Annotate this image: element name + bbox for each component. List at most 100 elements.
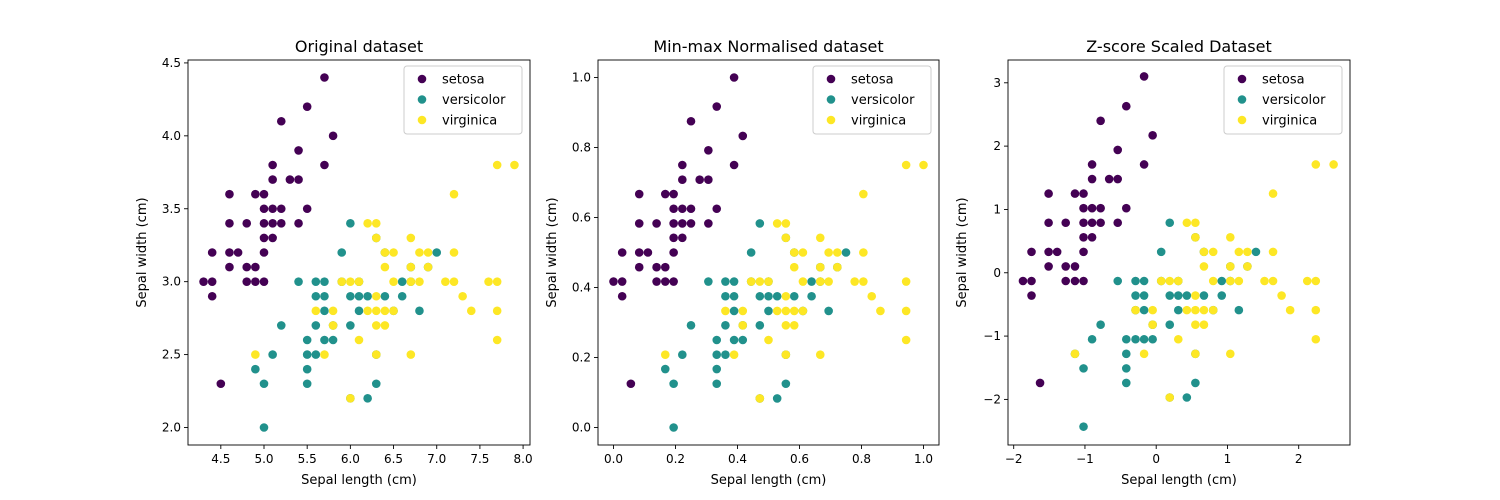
- data-point-setosa: [1061, 218, 1071, 228]
- data-point-setosa: [660, 189, 670, 199]
- data-point-virginica: [415, 248, 424, 257]
- legend-label-virginica: virginica: [442, 114, 497, 129]
- data-point-virginica: [1191, 218, 1200, 228]
- data-point-setosa: [1113, 145, 1123, 155]
- data-point-setosa: [678, 233, 687, 243]
- data-point-setosa: [1018, 276, 1028, 286]
- data-point-versicolor: [738, 335, 748, 345]
- data-point-versicolor: [669, 423, 678, 432]
- legend-marker-setosa: [417, 74, 427, 84]
- data-point-setosa: [268, 160, 277, 170]
- data-point-virginica: [346, 394, 355, 403]
- data-point-virginica: [1191, 233, 1200, 242]
- data-point-virginica: [1226, 233, 1235, 242]
- data-point-virginica: [354, 277, 364, 286]
- x-tick-label: 6.0: [341, 452, 360, 466]
- data-point-virginica: [781, 321, 791, 330]
- data-point-versicolor: [346, 321, 355, 330]
- data-point-versicolor: [363, 394, 372, 403]
- data-point-virginica: [406, 233, 416, 243]
- data-point-virginica: [1226, 276, 1235, 286]
- data-point-versicolor: [1131, 334, 1140, 344]
- data-point-setosa: [1096, 218, 1105, 228]
- data-point-versicolor: [721, 350, 730, 360]
- data-point-versicolor: [354, 291, 364, 301]
- data-point-virginica: [380, 248, 390, 257]
- data-point-versicolor: [841, 248, 851, 257]
- data-point-virginica: [764, 335, 773, 345]
- data-point-virginica: [449, 277, 459, 286]
- data-point-setosa: [669, 248, 678, 257]
- data-point-virginica: [1234, 276, 1244, 286]
- data-point-versicolor: [1139, 305, 1149, 315]
- data-point-virginica: [798, 277, 808, 286]
- data-point-setosa: [1121, 203, 1131, 213]
- data-point-virginica: [371, 350, 381, 359]
- data-point-versicolor: [1121, 378, 1131, 388]
- data-point-virginica: [781, 306, 791, 316]
- x-tick-label: 7.5: [470, 452, 489, 466]
- data-point-setosa: [1044, 247, 1053, 257]
- data-point-virginica: [738, 321, 748, 330]
- data-point-setosa: [1044, 189, 1053, 198]
- data-point-virginica: [781, 291, 791, 301]
- data-point-virginica: [328, 306, 338, 316]
- data-point-setosa: [207, 248, 217, 257]
- data-point-virginica: [441, 277, 450, 286]
- chart-panel-1: 4.5 5.0 5.5 6.0 6.5 7.0 7.5 8.0 2.0 2.5 3.0 3.5 4.0 4…: [135, 37, 533, 488]
- data-point-virginica: [660, 350, 670, 360]
- x-tick-label: 0.6: [790, 452, 809, 466]
- data-point-versicolor: [781, 379, 791, 389]
- data-point-setosa: [1079, 203, 1088, 213]
- data-point-virginica: [781, 233, 791, 243]
- data-point-setosa: [729, 73, 739, 82]
- data-point-virginica: [371, 233, 381, 243]
- data-point-virginica: [1165, 276, 1175, 286]
- x-tick-label: 7.0: [427, 452, 446, 466]
- data-point-setosa: [242, 262, 252, 272]
- data-point-virginica: [423, 248, 433, 257]
- legend-label-setosa: setosa: [1262, 73, 1305, 88]
- data-point-setosa: [268, 219, 277, 228]
- data-point-setosa: [320, 73, 329, 82]
- data-point-setosa: [1087, 160, 1097, 169]
- data-point-versicolor: [772, 291, 782, 301]
- data-point-virginica: [346, 277, 355, 286]
- data-point-setosa: [1061, 262, 1071, 271]
- data-point-versicolor: [764, 291, 773, 301]
- y-tick-label: 0.2: [572, 351, 591, 365]
- data-point-versicolor: [302, 335, 312, 345]
- x-tick-label: 0.8: [852, 452, 871, 466]
- data-point-setosa: [225, 189, 234, 199]
- data-point-virginica: [415, 277, 424, 286]
- data-point-versicolor: [311, 291, 321, 301]
- data-point-setosa: [617, 291, 627, 301]
- data-point-versicolor: [1087, 334, 1097, 344]
- data-point-virginica: [1311, 305, 1321, 315]
- data-point-setosa: [1104, 174, 1114, 184]
- data-point-versicolor: [772, 394, 782, 403]
- legend-label-virginica: virginica: [851, 114, 906, 129]
- x-tick-label: 0: [1152, 452, 1160, 466]
- data-point-versicolor: [328, 335, 338, 345]
- data-point-versicolor: [1165, 291, 1175, 300]
- data-point-versicolor: [371, 379, 381, 389]
- data-point-versicolor: [397, 291, 407, 301]
- data-point-virginica: [755, 277, 765, 286]
- data-point-versicolor: [432, 248, 442, 257]
- data-point-setosa: [686, 204, 696, 214]
- y-tick-label: 3.0: [162, 275, 181, 289]
- data-point-versicolor: [1217, 276, 1227, 286]
- data-point-setosa: [225, 248, 234, 257]
- data-point-virginica: [380, 262, 390, 272]
- data-point-virginica: [721, 306, 730, 316]
- data-point-virginica: [328, 321, 338, 330]
- data-point-virginica: [815, 277, 825, 286]
- data-point-setosa: [302, 204, 312, 214]
- data-point-versicolor: [1121, 364, 1131, 373]
- data-point-setosa: [1079, 276, 1088, 286]
- data-point-setosa: [251, 262, 260, 272]
- data-point-setosa: [242, 277, 252, 286]
- data-point-versicolor: [721, 321, 730, 330]
- plot-frame: [597, 59, 940, 446]
